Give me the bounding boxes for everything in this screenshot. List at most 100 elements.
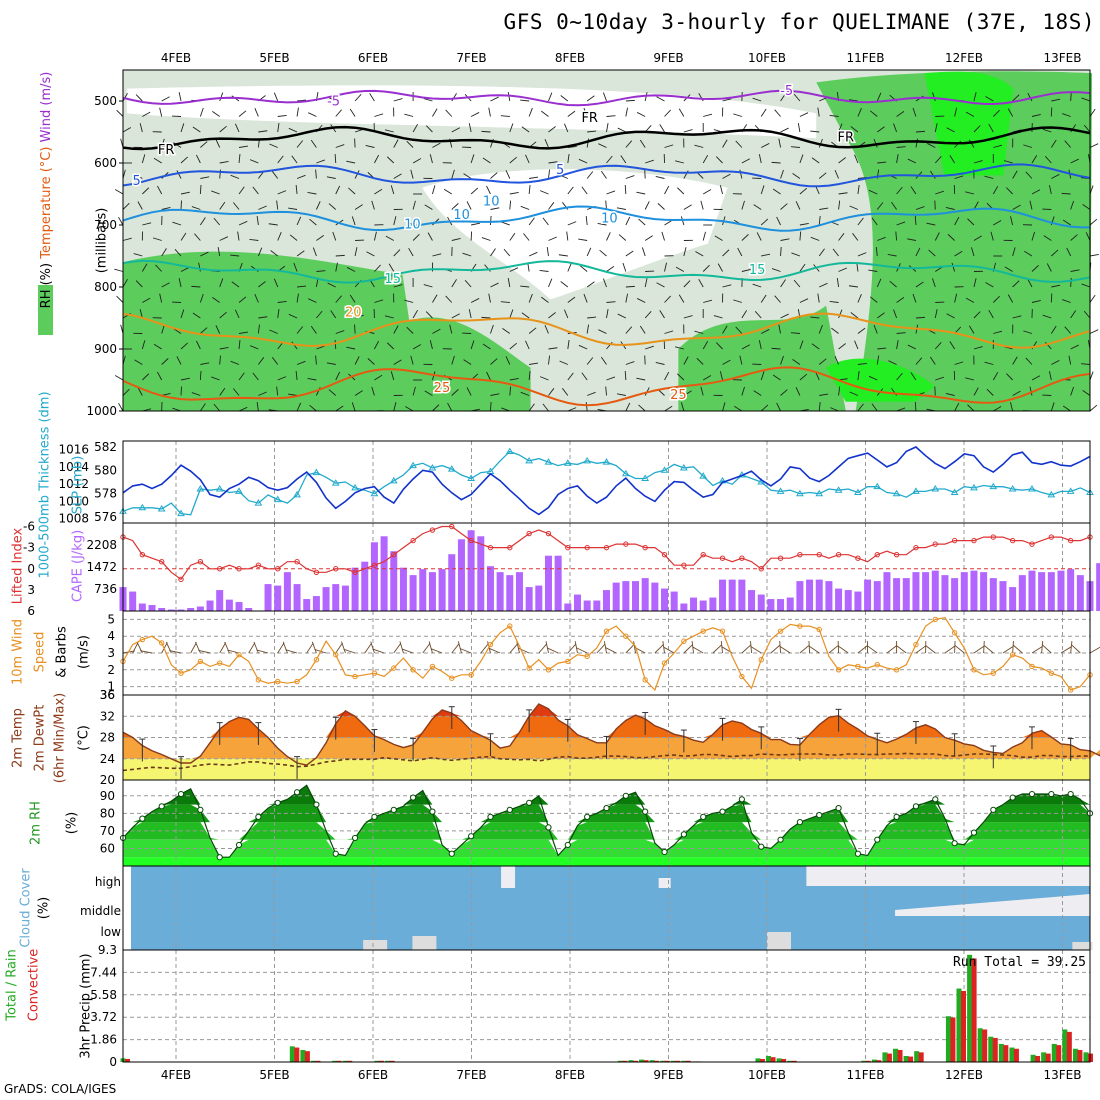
- lifted-index-point: [449, 523, 455, 530]
- wind-barb: [834, 356, 839, 365]
- wind-barb: [528, 107, 533, 117]
- thickness-point: [892, 489, 901, 497]
- contour-label: 25: [434, 381, 451, 396]
- wind-barb: [758, 340, 762, 350]
- thickness-point: [273, 495, 282, 503]
- wind-barb: [349, 294, 356, 303]
- wind-barb: [644, 235, 653, 241]
- wind-speed-point: [139, 636, 146, 643]
- wind-barb: [308, 112, 317, 117]
- wind-barb: [661, 231, 665, 241]
- chart-title: GFS 0~10day 3-hourly for QUELIMANE (37E,…: [503, 10, 1095, 34]
- cape-bar: [690, 597, 698, 611]
- rh2m-point: [235, 841, 243, 849]
- wind-barb: [315, 201, 321, 210]
- wind-barb: [857, 294, 862, 303]
- wind-barb: [548, 236, 557, 241]
- rh2m-point: [1009, 794, 1016, 801]
- wind-barb: [934, 232, 940, 241]
- wind-barb: [153, 157, 162, 164]
- wind-barb: [451, 389, 459, 396]
- wind-barb: [1031, 155, 1038, 164]
- wind-barb: [541, 296, 549, 303]
- wind-barb: [947, 234, 955, 241]
- day-label-top-10FEB: 10FEB: [748, 51, 786, 65]
- surface-wind-barb: [372, 648, 385, 654]
- lifted-index-point: [313, 569, 320, 575]
- upper-air-tick-label: 500: [94, 94, 117, 108]
- wind-barb: [541, 110, 549, 117]
- wind-barb: [778, 138, 782, 148]
- wind-barb: [520, 285, 530, 288]
- cape-bar: [999, 581, 1007, 611]
- cape-bar: [129, 591, 137, 611]
- precip-convective-bar: [675, 1060, 681, 1062]
- lifted-index-point: [816, 551, 822, 558]
- wind-barb: [713, 315, 723, 319]
- wind-speed-point: [197, 658, 204, 665]
- surface-wind-barb: [1071, 644, 1081, 654]
- wind-barb: [354, 170, 360, 179]
- wind-barb: [1083, 310, 1091, 319]
- wind-barb: [934, 123, 938, 133]
- cape-bar: [922, 572, 930, 611]
- thickness-point: [1047, 490, 1056, 498]
- wind-barb: [564, 309, 569, 319]
- wind-barb: [135, 94, 143, 102]
- precip-total-bar: [289, 1046, 295, 1062]
- cape-bar: [467, 530, 475, 611]
- wind-barb: [719, 185, 723, 195]
- wind-barb: [271, 357, 279, 365]
- wind-barb: [1007, 108, 1014, 117]
- wind-barb: [722, 402, 726, 412]
- wind-barb: [393, 284, 403, 288]
- wind-barb: [427, 232, 433, 241]
- cape-bar: [138, 603, 146, 611]
- temp-tick-label: 20: [100, 773, 115, 787]
- wind-barb: [741, 234, 749, 241]
- surface-wind-barb: [954, 645, 965, 654]
- rh-moist-east: [678, 305, 846, 411]
- rh2m-point: [854, 850, 862, 857]
- rh-band: [123, 857, 1090, 866]
- rh2m-point: [197, 806, 204, 813]
- wind-barb: [199, 184, 202, 195]
- wind-barb: [714, 235, 723, 241]
- wind-barb: [760, 185, 765, 195]
- lifted-index-point: [739, 555, 745, 561]
- wind-barb: [834, 170, 839, 179]
- wind-barb: [296, 107, 299, 117]
- wind-barb: [393, 216, 397, 226]
- wind-barb: [219, 387, 226, 396]
- wind-barb: [965, 191, 975, 195]
- wind-barb: [463, 173, 472, 179]
- wind-barb: [792, 172, 801, 179]
- wind-barb: [857, 252, 867, 257]
- wind-barb: [548, 278, 553, 288]
- wind-barb: [199, 217, 206, 226]
- contour-label: -5: [327, 95, 340, 110]
- wind-barb: [155, 264, 163, 272]
- wind-barb: [429, 154, 433, 164]
- wind-barb: [1070, 344, 1079, 350]
- wind-barb: [335, 144, 345, 148]
- precip-total-bar: [385, 1060, 391, 1062]
- wind-barb: [258, 281, 266, 288]
- wind-barb: [180, 309, 185, 319]
- cape-bar: [767, 599, 775, 611]
- precip-convective-bar: [347, 1060, 353, 1062]
- wind-barb: [780, 389, 788, 396]
- wind-barb: [914, 215, 917, 226]
- thickness-frame: [122, 440, 1091, 524]
- cape-bar: [825, 581, 833, 611]
- wind-barb: [915, 281, 924, 288]
- wind-barb: [636, 298, 646, 303]
- wind-barb: [523, 233, 530, 241]
- wind-barb: [664, 295, 671, 303]
- wind-barb: [335, 371, 341, 381]
- contour-label: 10: [453, 208, 470, 223]
- wind-barb: [680, 402, 685, 412]
- wind-barb: [703, 113, 713, 117]
- cloud-low-b: [363, 940, 388, 950]
- cape-bar: [728, 579, 736, 611]
